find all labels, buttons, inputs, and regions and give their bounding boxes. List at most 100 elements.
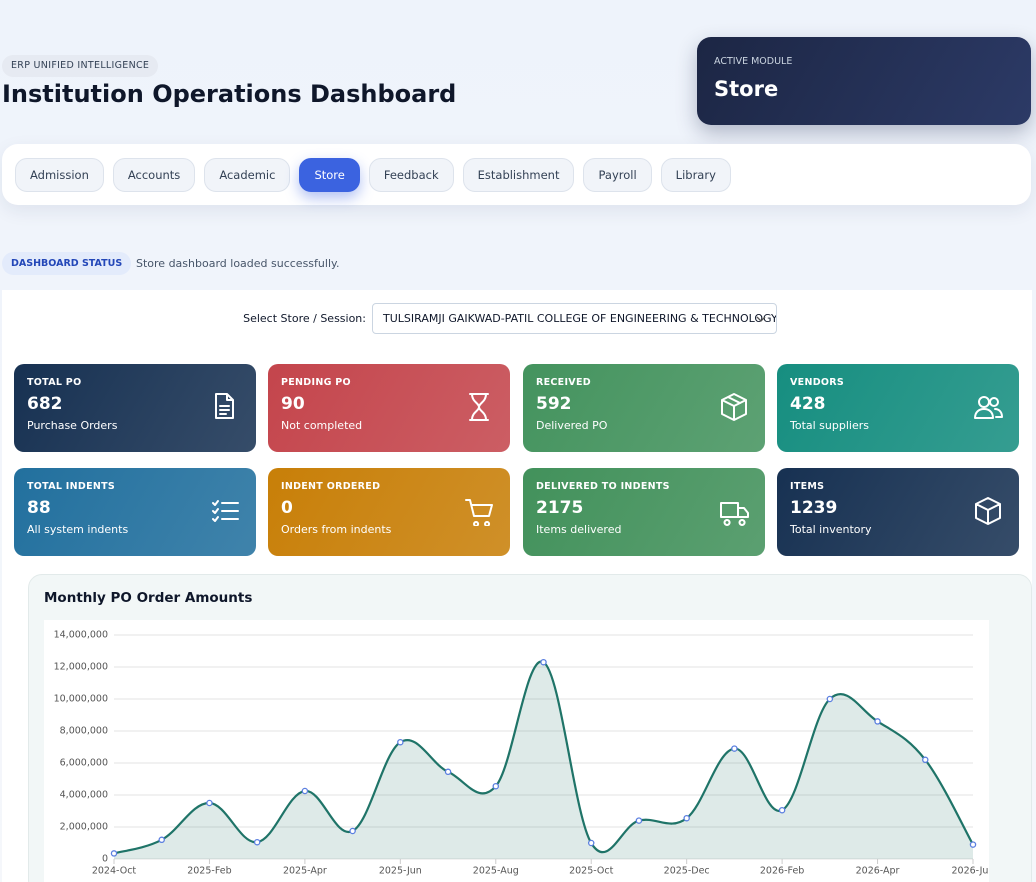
chart: 0 2,000,000 4,000,000 6,000,000 8,000,000 10,…: [44, 620, 989, 882]
card-title: INDENT ORDERED: [281, 481, 381, 492]
point: [540, 658, 547, 666]
tab[interactable]: Accounts: [112, 157, 196, 192]
chevron: [756, 316, 766, 322]
point: [587, 839, 595, 847]
card-value: 1239: [790, 498, 838, 518]
point: [301, 787, 309, 795]
badge: ERP UNIFIED INTELLIGENCE: [2, 55, 159, 77]
y-tick-label: 0: [102, 854, 108, 865]
status-label: DASHBOARD STATUS: [2, 252, 132, 275]
card-title: ITEMS: [790, 481, 825, 492]
card-icon: [975, 497, 1001, 525]
point: [683, 814, 690, 822]
card-title: VENDORS: [790, 377, 845, 388]
card-caption: Purchase Orders: [27, 419, 118, 432]
stat-card: RECEIVED 592 Delivered PO: [523, 364, 765, 452]
active-module: ACTIVE MODULE Store: [697, 37, 1031, 125]
card-value: 428: [790, 394, 826, 414]
point: [492, 782, 500, 790]
point: [826, 695, 834, 703]
card-caption: All system indents: [27, 523, 129, 536]
card-title: PENDING PO: [281, 377, 351, 388]
tab-bar: Admission Accounts Academic Store Feedback Es…: [2, 144, 1031, 205]
stat-card: VENDORS 428 Total suppliers: [777, 364, 1019, 452]
selector-value: TULSIRAMJI GAIKWAD-PATIL COLLEGE OF ENGI…: [383, 312, 777, 325]
stat-card: PENDING PO 90 Not completed: [268, 364, 510, 452]
chart-title: Monthly PO Order Amounts: [44, 590, 253, 606]
y-tick-label: 4,000,000: [60, 790, 108, 801]
y-tick-label: 2,000,000: [60, 822, 108, 833]
y-tick-label: 8,000,000: [60, 726, 108, 737]
stat-card: TOTAL PO 682 Purchase Orders: [14, 364, 256, 452]
card-icon: [465, 499, 493, 526]
point: [253, 838, 261, 846]
tab[interactable]: Feedback: [368, 157, 454, 192]
label: ACTIVE MODULE: [714, 56, 793, 67]
x-tick-label: 2025-Jun: [379, 866, 422, 877]
point: [444, 768, 452, 776]
point: [778, 806, 786, 814]
card-caption: Delivered PO: [536, 419, 608, 432]
card-icon: [212, 500, 239, 522]
selector[interactable]: TULSIRAMJI GAIKWAD-PATIL COLLEGE OF ENGI…: [372, 303, 777, 334]
point: [110, 850, 118, 857]
tab[interactable]: Payroll: [583, 157, 652, 192]
x-tick-label: 2024-Oct: [92, 866, 137, 877]
card-caption: Total inventory: [790, 523, 872, 536]
card-value: 90: [281, 394, 305, 414]
line: [113, 660, 974, 855]
x-tick-label: 2026-Feb: [760, 866, 804, 877]
card-value: 0: [281, 498, 293, 518]
tab[interactable]: Library: [660, 157, 731, 192]
card-icon: [469, 393, 489, 421]
x-tick-label: 2026-Jun: [952, 866, 989, 877]
card-caption: Orders from indents: [281, 523, 392, 536]
stat-card: DELIVERED TO INDENTS 2175 Items delivered: [523, 468, 765, 556]
stat-card: ITEMS 1239 Total inventory: [777, 468, 1019, 556]
tab[interactable]: Establishment: [462, 157, 575, 192]
x-tick-label: 2025-Feb: [187, 866, 231, 877]
point: [397, 738, 404, 746]
tab[interactable]: Academic: [204, 157, 291, 192]
stat-card: TOTAL INDENTS 88 All system indents: [14, 468, 256, 556]
value: Store: [714, 77, 779, 101]
card-title: RECEIVED: [536, 377, 591, 388]
card-title: DELIVERED TO INDENTS: [536, 481, 670, 492]
card-value: 592: [536, 394, 572, 414]
stat-card: INDENT ORDERED 0 Orders from indents: [268, 468, 510, 556]
x-tick-label: 2025-Apr: [283, 866, 327, 877]
point: [206, 799, 213, 807]
area: [114, 661, 973, 859]
card-icon: [974, 396, 1003, 419]
selector-label: Select Store / Session:: [243, 312, 366, 325]
card-title: TOTAL INDENTS: [27, 481, 116, 492]
x-tick-label: 2025-Oct: [569, 866, 614, 877]
status-message: Store dashboard loaded successfully.: [136, 257, 340, 270]
card-value: 2175: [536, 498, 584, 518]
card-value: 682: [27, 394, 63, 414]
tab[interactable]: Admission: [15, 157, 104, 192]
point: [874, 718, 881, 725]
tab[interactable]: Store: [299, 157, 360, 192]
x-tick-label: 2026-Apr: [856, 866, 900, 877]
y-tick-label: 14,000,000: [54, 630, 108, 641]
point: [635, 817, 643, 824]
card-title: TOTAL PO: [27, 377, 82, 388]
y-tick-label: 12,000,000: [54, 662, 108, 673]
y-tick-label: 10,000,000: [54, 694, 108, 705]
card-caption: Not completed: [281, 419, 363, 432]
y-tick-label: 6,000,000: [60, 758, 108, 769]
point: [969, 841, 977, 848]
x-tick-label: 2025-Aug: [473, 866, 519, 877]
point: [731, 745, 738, 752]
page-title: Institution Operations Dashboard: [2, 80, 457, 108]
card-caption: Total suppliers: [790, 419, 869, 432]
card-icon: [720, 502, 749, 526]
point: [349, 827, 356, 835]
x-tick-label: 2025-Dec: [664, 866, 710, 877]
point: [922, 756, 929, 764]
card-caption: Items delivered: [536, 523, 622, 536]
point: [158, 836, 165, 844]
card-value: 88: [27, 498, 51, 518]
